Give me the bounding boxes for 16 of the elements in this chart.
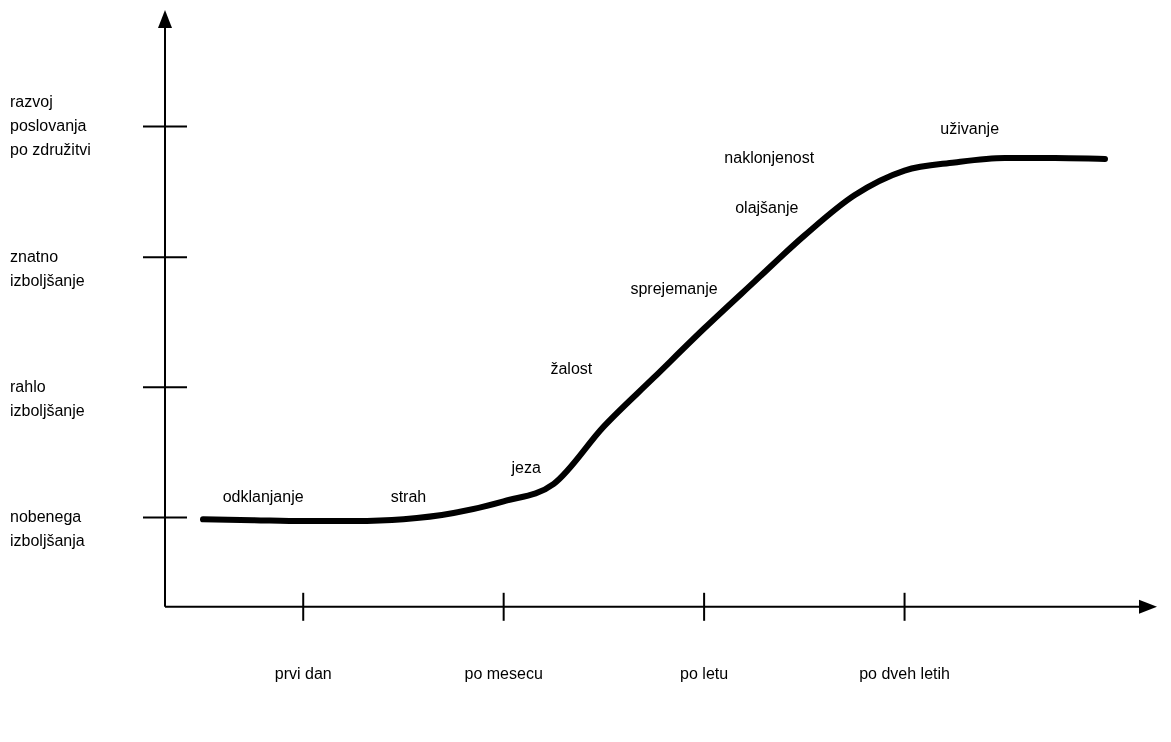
annotation: odklanjanje — [222, 488, 304, 506]
x-tick-label: prvi dan — [274, 664, 332, 682]
text: uživanje — [940, 120, 1000, 138]
x-tick-label: po letu — [680, 664, 729, 682]
annotation: naklonjenost — [724, 149, 815, 167]
annotation: žalost — [550, 360, 593, 378]
annotation: sprejemanje — [630, 279, 718, 297]
annotation: olajšanje — [735, 198, 799, 216]
x-tick-label: po dveh letih — [859, 664, 950, 682]
x-tick-label: po mesecu — [464, 664, 543, 682]
text: rahlo izboljšanje — [10, 377, 85, 419]
annotation: jeza — [510, 459, 541, 477]
text: razvoj poslovanja po združitvi — [10, 92, 91, 158]
text: nobenega izboljšanja — [10, 507, 85, 549]
text: znatno izboljšanje — [10, 247, 85, 289]
annotation: strah — [390, 488, 427, 506]
